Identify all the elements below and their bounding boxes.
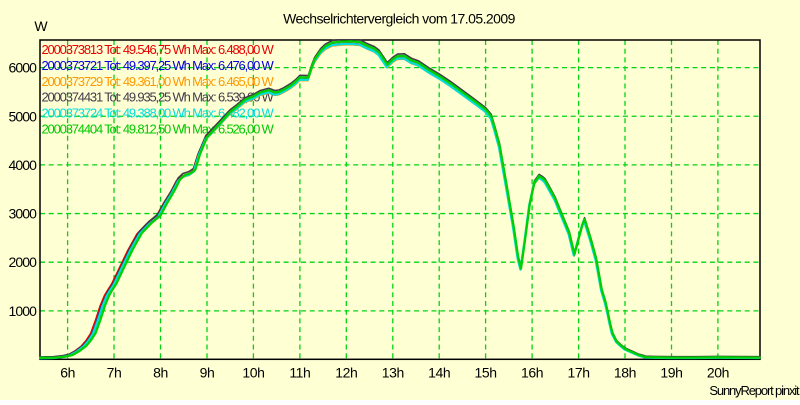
svg-text:20h: 20h xyxy=(707,364,729,380)
svg-text:2000373721 Tot: 49.397,25 Wh M: 2000373721 Tot: 49.397,25 Wh Max: 6.476,… xyxy=(42,58,275,73)
svg-text:10h: 10h xyxy=(242,364,264,380)
svg-text:2000373729 Tot: 49.361,00 Wh M: 2000373729 Tot: 49.361,00 Wh Max: 6.465,… xyxy=(42,74,275,89)
svg-text:17h: 17h xyxy=(568,364,590,380)
svg-text:18h: 18h xyxy=(614,364,636,380)
svg-text:2000374404 Tot: 49.812,50 Wh M: 2000374404 Tot: 49.812,50 Wh Max: 6.526,… xyxy=(42,122,275,137)
svg-text:Wechselrichtervergleich vom 17: Wechselrichtervergleich vom 17.05.2009 xyxy=(283,11,516,27)
svg-text:4000: 4000 xyxy=(8,157,37,173)
svg-text:6h: 6h xyxy=(60,364,75,380)
svg-text:SunnyReport pinxit: SunnyReport pinxit xyxy=(709,383,800,398)
svg-text:2000373813 Tot: 49.546,75 Wh M: 2000373813 Tot: 49.546,75 Wh Max: 6.488,… xyxy=(42,42,275,57)
svg-text:6000: 6000 xyxy=(8,60,37,76)
svg-text:16h: 16h xyxy=(521,364,543,380)
svg-text:11h: 11h xyxy=(289,364,310,380)
svg-text:12h: 12h xyxy=(335,364,357,380)
svg-text:15h: 15h xyxy=(475,364,497,380)
svg-text:5000: 5000 xyxy=(8,108,37,124)
svg-text:9h: 9h xyxy=(200,364,215,380)
svg-text:13h: 13h xyxy=(382,364,404,380)
svg-text:2000373724 Tot: 49.388,00 Wh M: 2000373724 Tot: 49.388,00 Wh Max: 6.482,… xyxy=(42,106,275,121)
svg-text:W: W xyxy=(34,18,48,34)
svg-text:2000: 2000 xyxy=(8,254,37,270)
svg-text:2000374431 Tot: 49.935,25 Wh M: 2000374431 Tot: 49.935,25 Wh Max: 6.539,… xyxy=(42,90,275,105)
svg-text:14h: 14h xyxy=(428,364,450,380)
svg-text:7h: 7h xyxy=(107,364,122,380)
svg-text:8h: 8h xyxy=(153,364,168,380)
svg-text:19h: 19h xyxy=(660,364,682,380)
svg-text:3000: 3000 xyxy=(8,206,37,222)
svg-text:1000: 1000 xyxy=(8,303,37,319)
